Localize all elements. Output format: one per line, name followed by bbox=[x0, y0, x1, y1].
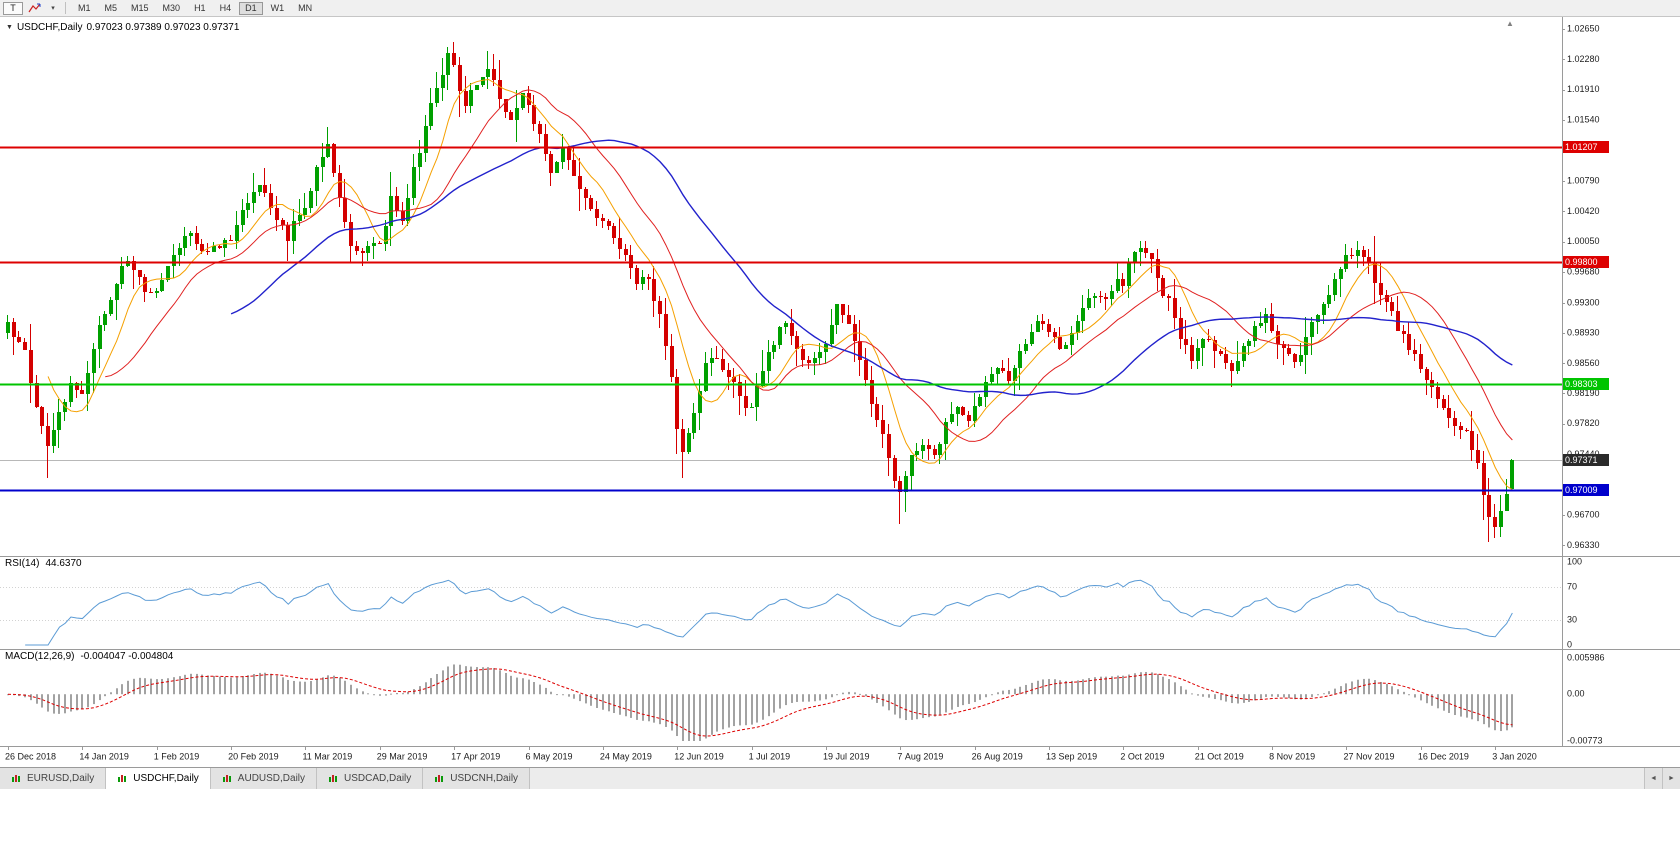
tab-eurusd-daily[interactable]: EURUSD,Daily bbox=[0, 768, 107, 789]
toolbar-separator bbox=[65, 2, 66, 14]
support-price-label-blue: 0.97009 bbox=[1563, 483, 1609, 496]
timeframe-m5-button[interactable]: M5 bbox=[99, 2, 124, 15]
rsi-current-value: 44.6370 bbox=[45, 558, 82, 569]
chart-icon bbox=[434, 774, 445, 784]
chart-icon bbox=[222, 774, 233, 784]
chart-tools-icon[interactable] bbox=[25, 2, 45, 15]
chart-icon bbox=[328, 774, 339, 784]
chart-shift-marker-icon[interactable]: ▲ bbox=[1506, 19, 1514, 28]
collapse-triangle-icon[interactable]: ▼ bbox=[6, 24, 13, 31]
chart-tab-bar: EURUSD,Daily USDCHF,Daily AUDUSD,Daily U… bbox=[0, 767, 1680, 789]
timeframe-d1-button[interactable]: D1 bbox=[239, 1, 263, 15]
chart-title: ▼ USDCHF,Daily 0.97023 0.97389 0.97023 0… bbox=[6, 22, 239, 33]
top-toolbar: T ▾ M1 M5 M15 M30 H1 H4 D1 W1 MN bbox=[0, 0, 1680, 17]
chart-icon bbox=[11, 774, 22, 784]
macd-name: MACD(12,26,9) bbox=[5, 651, 75, 662]
timeframe-h1-button[interactable]: H1 bbox=[188, 2, 212, 15]
chart-ohlc-values: 0.97023 0.97389 0.97023 0.97371 bbox=[86, 22, 240, 33]
macd-current-values: -0.004047 -0.004804 bbox=[80, 651, 174, 662]
timeframe-m30-button[interactable]: M30 bbox=[157, 2, 187, 15]
price-arrows-icon bbox=[28, 3, 41, 12]
tab-label: USDCAD,Daily bbox=[344, 773, 412, 784]
tab-scroll-controls: ◄ ► bbox=[1644, 768, 1680, 789]
tab-label: USDCHF,Daily bbox=[133, 773, 199, 784]
chevron-down-icon[interactable]: ▾ bbox=[47, 2, 59, 15]
rsi-name: RSI(14) bbox=[5, 558, 40, 569]
tab-audusd-daily[interactable]: AUDUSD,Daily bbox=[210, 768, 318, 789]
timeframe-h4-button[interactable]: H4 bbox=[214, 2, 238, 15]
resistance-price-label-2: 0.99800 bbox=[1563, 256, 1609, 268]
status-area bbox=[0, 789, 1680, 841]
timeframe-m1-button[interactable]: M1 bbox=[72, 2, 97, 15]
tab-label: USDCNH,Daily bbox=[450, 773, 519, 784]
timeframe-m15-button[interactable]: M15 bbox=[125, 2, 155, 15]
tab-usdcnh-daily[interactable]: USDCNH,Daily bbox=[423, 768, 531, 789]
timeframe-mn-button[interactable]: MN bbox=[292, 2, 318, 15]
macd-indicator-label: MACD(12,26,9) -0.004047 -0.004804 bbox=[5, 651, 173, 662]
template-tool-button[interactable]: T bbox=[3, 1, 23, 15]
tab-usdchf-daily[interactable]: USDCHF,Daily bbox=[106, 768, 211, 789]
tab-usdcad-daily[interactable]: USDCAD,Daily bbox=[317, 768, 424, 789]
tab-label: AUDUSD,Daily bbox=[237, 773, 306, 784]
price-chart-canvas[interactable] bbox=[0, 17, 1680, 767]
support-price-label-green: 0.98303 bbox=[1563, 378, 1609, 391]
chart-icon bbox=[117, 774, 128, 784]
current-bid-price-label: 0.97371 bbox=[1563, 454, 1609, 467]
timeframe-w1-button[interactable]: W1 bbox=[265, 2, 291, 15]
tabs-scroll-left-button[interactable]: ◄ bbox=[1644, 768, 1662, 789]
tabs-scroll-right-button[interactable]: ► bbox=[1662, 768, 1680, 789]
tab-label: EURUSD,Daily bbox=[27, 773, 95, 784]
rsi-indicator-label: RSI(14) 44.6370 bbox=[5, 558, 82, 569]
chart-symbol-period: USDCHF,Daily bbox=[16, 22, 83, 33]
resistance-price-label-1: 1.01207 bbox=[1563, 141, 1609, 154]
